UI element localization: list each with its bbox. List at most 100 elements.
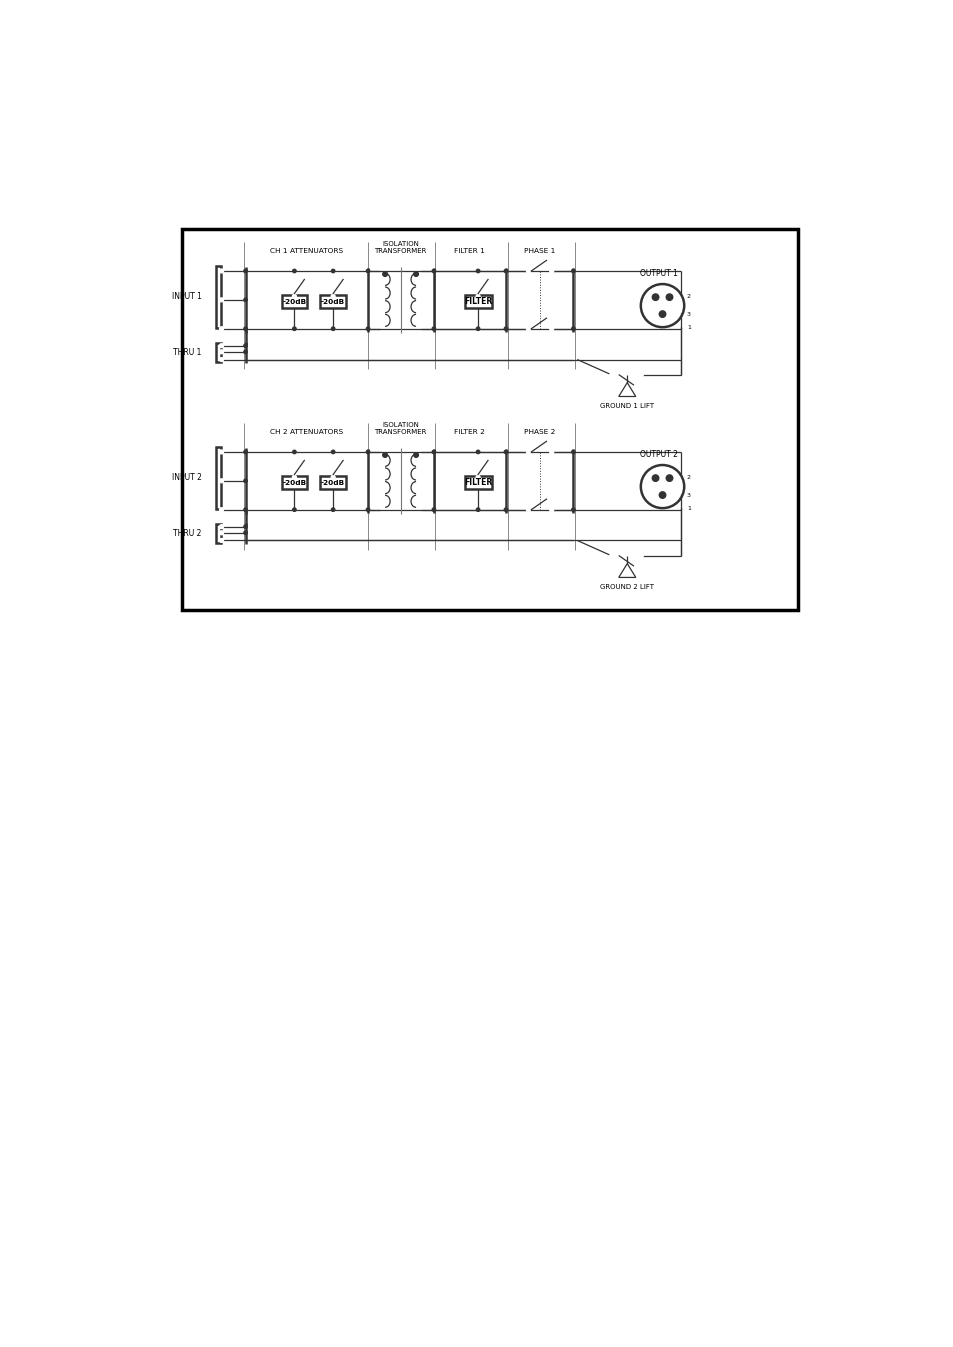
Text: FILTER 1: FILTER 1 [454,248,485,255]
Circle shape [219,350,223,354]
Circle shape [219,357,223,361]
Circle shape [331,327,335,330]
Circle shape [244,450,247,454]
Circle shape [292,273,296,277]
Circle shape [382,272,387,276]
Circle shape [331,450,335,454]
Circle shape [293,450,295,454]
Text: FILTER: FILTER [463,478,492,488]
Circle shape [366,450,370,454]
Bar [281,477,307,489]
Circle shape [665,475,672,481]
Circle shape [244,327,247,330]
Circle shape [293,269,295,272]
Circle shape [571,269,575,272]
Bar [320,295,346,308]
Circle shape [476,475,479,480]
Circle shape [504,450,507,454]
Circle shape [504,508,507,512]
Text: -20dB: -20dB [321,480,345,486]
Text: FILTER: FILTER [463,298,492,306]
Circle shape [476,450,479,454]
Circle shape [219,327,223,331]
Circle shape [244,508,247,512]
Circle shape [414,272,418,276]
Circle shape [219,531,223,535]
Bar [215,447,221,509]
Text: GROUND 1 LIFT: GROUND 1 LIFT [599,403,654,408]
Circle shape [614,554,618,558]
Circle shape [366,327,370,330]
Circle shape [476,454,479,458]
Circle shape [331,295,335,299]
Circle shape [571,508,575,512]
Bar [215,265,221,327]
Circle shape [219,269,223,273]
Circle shape [414,453,418,458]
Circle shape [614,373,618,377]
Circle shape [331,475,335,480]
Circle shape [292,454,296,458]
Text: GROUND 2 LIFT: GROUND 2 LIFT [599,583,654,590]
Bar [215,524,221,543]
Circle shape [244,350,247,353]
Circle shape [652,294,659,300]
Circle shape [432,269,436,272]
Circle shape [526,508,530,512]
Circle shape [244,343,247,348]
Text: -20dB: -20dB [321,299,345,304]
Circle shape [476,327,479,330]
Circle shape [526,269,530,273]
Circle shape [244,298,247,302]
Text: OUTPUT 1: OUTPUT 1 [639,269,677,277]
Circle shape [665,294,672,300]
Circle shape [571,327,575,330]
Text: 1: 1 [686,325,690,330]
Circle shape [639,554,642,558]
Circle shape [244,269,247,272]
Circle shape [331,454,335,458]
Circle shape [293,327,295,330]
Text: -20dB: -20dB [282,299,306,304]
Circle shape [504,327,507,330]
Circle shape [432,327,436,330]
Circle shape [636,373,639,377]
Circle shape [432,450,436,454]
Circle shape [219,524,223,528]
Circle shape [219,298,223,302]
Circle shape [549,508,553,512]
Bar [182,229,798,610]
Text: FILTER 2: FILTER 2 [454,428,485,435]
Circle shape [504,269,507,272]
Circle shape [636,554,639,558]
Circle shape [219,539,223,543]
Circle shape [292,295,296,299]
Circle shape [366,269,370,272]
Circle shape [292,475,296,480]
Bar [320,477,346,489]
Circle shape [244,531,247,535]
Circle shape [659,492,665,498]
Text: PHASE 2: PHASE 2 [523,428,555,435]
Circle shape [549,269,553,273]
Circle shape [476,273,479,277]
Circle shape [366,508,370,512]
Text: CH 2 ATTENUATORS: CH 2 ATTENUATORS [270,428,343,435]
Text: 1: 1 [686,505,690,511]
Circle shape [293,508,295,512]
Circle shape [476,269,479,272]
Circle shape [571,450,575,454]
Text: PHASE 1: PHASE 1 [523,248,555,255]
Circle shape [219,508,223,512]
Text: ISOLATION
TRANSFORMER: ISOLATION TRANSFORMER [374,423,426,435]
Text: THRU 2: THRU 2 [172,529,201,537]
Text: 3: 3 [686,313,690,318]
Circle shape [609,373,613,377]
Circle shape [382,453,387,458]
Text: 3: 3 [686,493,690,498]
Circle shape [549,327,553,331]
Circle shape [549,450,553,454]
Circle shape [659,311,665,318]
Circle shape [219,478,223,482]
Text: CH 1 ATTENUATORS: CH 1 ATTENUATORS [270,248,343,255]
